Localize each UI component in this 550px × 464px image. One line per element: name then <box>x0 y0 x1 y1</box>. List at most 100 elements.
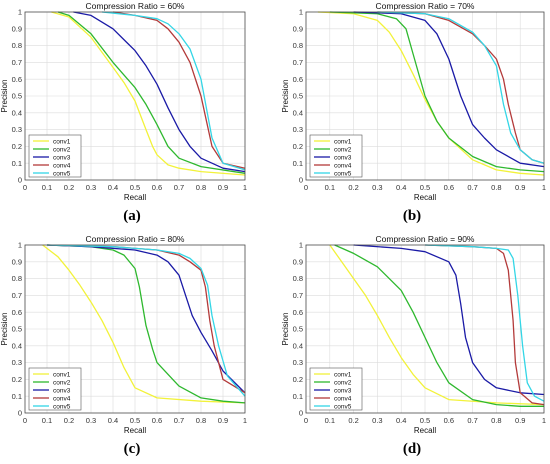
legend-label-conv5: conv5 <box>53 403 71 410</box>
x-tick-label: 0.5 <box>420 416 430 425</box>
y-tick-label: 0.5 <box>12 92 22 101</box>
y-tick-label: 0.6 <box>293 308 303 317</box>
x-tick-label: 0.8 <box>196 416 206 425</box>
x-tick-label: 0.5 <box>130 183 140 192</box>
x-tick-label: 0.6 <box>152 183 162 192</box>
x-tick-label: 0.8 <box>491 183 501 192</box>
x-tick-label: 0.6 <box>152 416 162 425</box>
y-tick-label: 0.5 <box>12 325 22 334</box>
y-tick-label: 0.9 <box>293 24 303 33</box>
y-tick-label: 0.8 <box>12 274 22 283</box>
x-tick-label: 0.2 <box>64 183 74 192</box>
y-tick-label: 0 <box>18 176 22 185</box>
series-line-conv5 <box>101 11 246 171</box>
legend-label-conv3: conv3 <box>334 154 352 161</box>
legend-label-conv2: conv2 <box>334 146 352 153</box>
y-tick-label: 0.3 <box>12 358 22 367</box>
y-tick-label: 0.3 <box>293 358 303 367</box>
legend-label-conv1: conv1 <box>334 138 352 145</box>
legend-label-conv2: conv2 <box>334 379 352 386</box>
y-tick-label: 0.5 <box>293 325 303 334</box>
series-line-conv1 <box>42 244 246 404</box>
y-tick-label: 0.8 <box>293 41 303 50</box>
chart-title: Compression Ratio = 80% <box>86 234 185 244</box>
x-tick-label: 1 <box>542 416 546 425</box>
y-tick-label: 0.9 <box>12 257 22 266</box>
x-tick-label: 0 <box>304 416 308 425</box>
legend-label-conv2: conv2 <box>53 146 71 153</box>
x-tick-label: 0.1 <box>325 183 335 192</box>
y-tick-label: 0.6 <box>12 75 22 84</box>
y-tick-label: 0.9 <box>12 24 22 33</box>
x-tick-label: 0.9 <box>218 416 228 425</box>
y-tick-label: 0 <box>299 409 303 418</box>
x-tick-label: 0.9 <box>515 183 525 192</box>
series-line-conv2 <box>334 244 544 407</box>
legend-box <box>28 134 82 178</box>
y-tick-label: 0.2 <box>293 375 303 384</box>
x-tick-label: 0.3 <box>372 416 382 425</box>
chart-title: Compression Ratio = 90% <box>376 234 475 244</box>
axes-box <box>305 244 545 414</box>
y-tick-label: 1 <box>299 241 303 250</box>
x-tick-label: 0.4 <box>396 183 406 192</box>
legend-label-conv3: conv3 <box>334 387 352 394</box>
panel-label-a: (a) <box>123 208 141 224</box>
x-tick-label: 0.6 <box>444 183 454 192</box>
chart-b: 0 0.1 0.2 0.3 0.4 0.5 0.6 0.7 0.8 0.9 1 0 0.1 0.2 0.3 0… <box>281 1 546 202</box>
y-tick-label: 0 <box>18 409 22 418</box>
x-axis-label: Recall <box>414 426 436 435</box>
y-axis-label: Precision <box>281 313 290 346</box>
x-tick-label: 0.9 <box>515 416 525 425</box>
y-axis-label: Precision <box>0 313 9 346</box>
y-tick-label: 0.4 <box>293 341 303 350</box>
panel-label-d: (d) <box>402 441 422 457</box>
legend-label-conv1: conv1 <box>334 371 352 378</box>
x-tick-label: 0.5 <box>420 183 430 192</box>
x-tick-label: 0.3 <box>86 416 96 425</box>
y-tick-label: 0.4 <box>12 341 22 350</box>
y-tick-label: 0.5 <box>293 92 303 101</box>
x-tick-label: 0.7 <box>174 416 184 425</box>
x-tick-label: 0.3 <box>372 183 382 192</box>
x-tick-label: 0.2 <box>348 183 358 192</box>
chart-title: Compression Ratio = 60% <box>86 1 185 11</box>
series-line-conv3 <box>46 244 246 394</box>
x-tick-label: 0 <box>23 416 27 425</box>
y-axis-label: Precision <box>281 80 290 113</box>
legend-label-conv2: conv2 <box>53 379 71 386</box>
y-tick-label: 0.2 <box>12 142 22 151</box>
y-tick-label: 1 <box>18 241 22 250</box>
x-tick-label: 0.7 <box>467 183 477 192</box>
series-line-conv5 <box>424 244 545 402</box>
x-tick-label: 0.8 <box>491 416 501 425</box>
y-tick-label: 0.7 <box>293 291 303 300</box>
y-tick-label: 1 <box>299 8 303 17</box>
series-line-conv3 <box>73 11 246 173</box>
x-tick-label: 1 <box>243 416 247 425</box>
y-tick-label: 0.1 <box>12 392 22 401</box>
axes-box <box>24 244 246 414</box>
x-tick-label: 0.1 <box>325 416 335 425</box>
x-tick-label: 0.5 <box>130 416 140 425</box>
chart-a: 0 0.1 0.2 0.3 0.4 0.5 0.6 0.7 0.8 0.9 1 0 0.1 0.2 0.3 0… <box>0 1 247 202</box>
y-tick-label: 0.7 <box>12 291 22 300</box>
y-tick-label: 0.1 <box>293 159 303 168</box>
chart-title: Compression Ratio = 70% <box>376 1 475 11</box>
x-tick-label: 0.1 <box>42 183 52 192</box>
y-tick-label: 0.8 <box>12 41 22 50</box>
y-tick-label: 0.6 <box>293 75 303 84</box>
x-axis-label: Recall <box>124 193 146 202</box>
legend-label-conv5: conv5 <box>53 170 71 177</box>
chart-d: 0 0.1 0.2 0.3 0.4 0.5 0.6 0.7 0.8 0.9 1 0 0.1 0.2 0.3 0… <box>281 234 546 435</box>
series-line-conv1 <box>51 11 246 176</box>
y-tick-label: 0.1 <box>12 159 22 168</box>
y-tick-label: 0.4 <box>12 108 22 117</box>
axes-box <box>24 11 246 181</box>
y-tick-label: 0.6 <box>12 308 22 317</box>
y-tick-label: 1 <box>18 8 22 17</box>
y-tick-label: 0.2 <box>12 375 22 384</box>
